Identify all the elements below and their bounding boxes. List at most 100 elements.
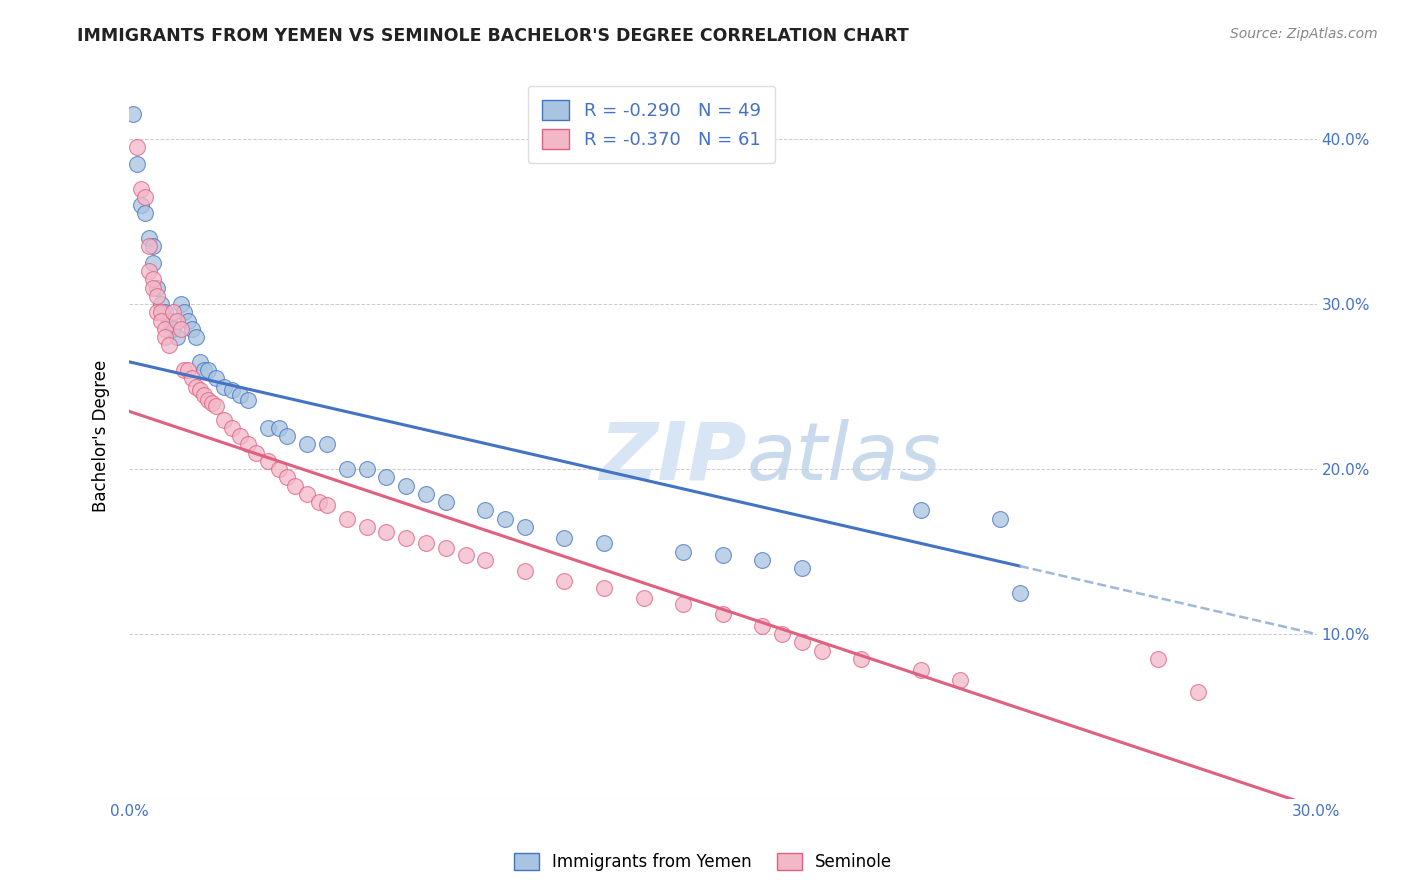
Point (166, 330, 188, 344)
Point (513, 565, 536, 579)
Point (672, 598, 695, 612)
Point (205, 371, 228, 385)
Point (138, 231, 160, 245)
Point (205, 400, 228, 414)
Point (157, 338, 180, 352)
Point (229, 388, 252, 402)
Point (193, 363, 215, 377)
Point (125, 157, 148, 171)
Point (134, 206, 156, 220)
Point (142, 280, 165, 294)
Point (157, 313, 180, 327)
Point (181, 371, 204, 385)
Text: Source: ZipAtlas.com: Source: ZipAtlas.com (1230, 27, 1378, 41)
Legend: Immigrants from Yemen, Seminole: Immigrants from Yemen, Seminole (506, 845, 900, 880)
Point (316, 437, 339, 451)
Point (201, 396, 224, 410)
Point (851, 652, 873, 666)
Point (186, 379, 208, 393)
Point (221, 421, 243, 435)
Point (193, 388, 215, 402)
Point (142, 272, 165, 286)
Text: ZIP: ZIP (599, 419, 747, 497)
Point (236, 437, 259, 451)
Point (276, 429, 298, 443)
Point (395, 532, 418, 546)
Point (169, 322, 191, 336)
Point (149, 297, 172, 311)
Point (142, 239, 165, 253)
Point (197, 363, 219, 377)
Point (1147, 652, 1170, 666)
Point (186, 330, 208, 344)
Point (173, 363, 195, 377)
Point (146, 289, 169, 303)
Point (316, 499, 339, 513)
Point (173, 305, 195, 319)
Text: atlas: atlas (747, 419, 941, 497)
Point (197, 392, 219, 407)
Point (415, 536, 437, 550)
Point (356, 520, 378, 534)
Point (146, 305, 169, 319)
Point (142, 256, 165, 270)
Point (553, 574, 575, 589)
Point (188, 355, 211, 369)
Point (276, 470, 298, 484)
Point (212, 379, 235, 393)
Point (494, 511, 516, 525)
Point (177, 363, 200, 377)
Point (129, 181, 152, 195)
Point (454, 548, 477, 562)
Point (284, 478, 307, 492)
Point (153, 305, 176, 319)
Point (751, 553, 773, 567)
Point (146, 280, 169, 294)
Point (672, 544, 695, 558)
Point (269, 421, 291, 435)
Point (149, 313, 172, 327)
Point (188, 383, 211, 397)
Point (434, 541, 457, 556)
Point (336, 462, 359, 476)
Point (122, 107, 145, 121)
Point (129, 198, 152, 212)
Point (229, 429, 252, 443)
Point (474, 553, 496, 567)
Point (181, 322, 204, 336)
Point (169, 297, 191, 311)
Point (162, 305, 184, 319)
Point (790, 635, 813, 649)
Point (988, 511, 1011, 525)
Point (633, 591, 655, 605)
Point (415, 487, 437, 501)
Point (751, 619, 773, 633)
Point (790, 561, 813, 575)
Point (153, 330, 176, 344)
Point (256, 421, 278, 435)
Point (434, 495, 457, 509)
Point (336, 511, 359, 525)
Point (770, 627, 793, 641)
Point (153, 322, 176, 336)
Point (474, 503, 496, 517)
Point (308, 495, 330, 509)
Point (149, 305, 172, 319)
Point (166, 313, 188, 327)
Point (949, 673, 972, 688)
Point (513, 520, 536, 534)
Point (162, 322, 184, 336)
Legend: R = -0.290   N = 49, R = -0.370   N = 61: R = -0.290 N = 49, R = -0.370 N = 61 (527, 86, 775, 163)
Point (356, 462, 378, 476)
Point (212, 412, 235, 426)
Point (269, 462, 291, 476)
Point (593, 536, 616, 550)
Point (256, 454, 278, 468)
Point (910, 503, 932, 517)
Point (1008, 586, 1031, 600)
Point (138, 239, 160, 253)
Text: IMMIGRANTS FROM YEMEN VS SEMINOLE BACHELOR'S DEGREE CORRELATION CHART: IMMIGRANTS FROM YEMEN VS SEMINOLE BACHEL… (77, 27, 910, 45)
Point (910, 664, 932, 678)
Point (593, 581, 616, 595)
Point (553, 532, 575, 546)
